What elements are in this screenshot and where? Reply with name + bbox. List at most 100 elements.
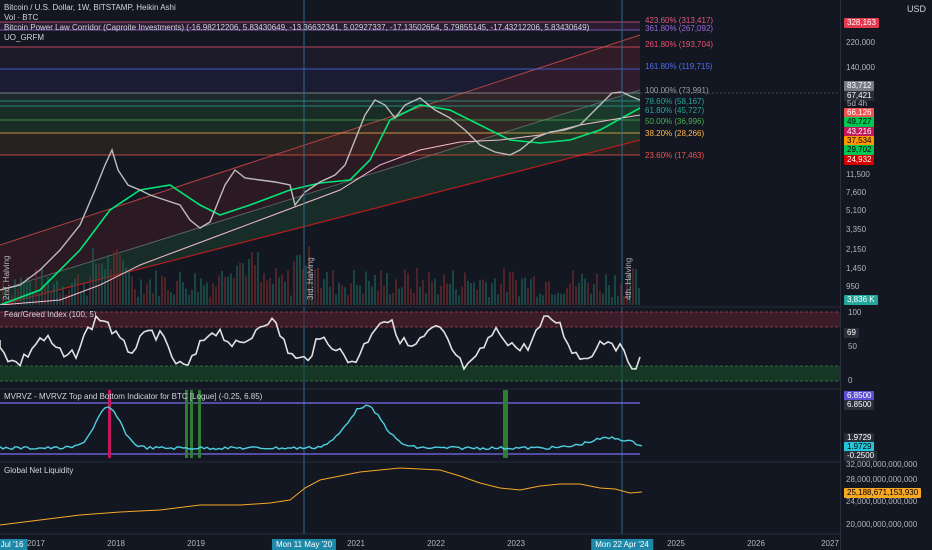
- volume-bar: [584, 278, 586, 305]
- volume-bar: [353, 269, 355, 305]
- volume-bar: [149, 279, 151, 305]
- volume-bar: [323, 279, 325, 305]
- volume-bar: [290, 295, 292, 305]
- volume-bar: [32, 291, 34, 305]
- volume-bar: [302, 268, 304, 305]
- corridor-legend[interactable]: Bitcoin Power Law Corridor (Caproite Inv…: [4, 23, 590, 32]
- halving-label-4th: 4th. Halving: [624, 257, 633, 300]
- vol-legend[interactable]: Vol · BTC: [4, 13, 39, 22]
- volume-bar: [461, 286, 463, 305]
- volume-bar: [263, 273, 265, 305]
- corridor-top-line: [0, 34, 641, 246]
- volume-bar: [581, 273, 583, 305]
- volume-bar: [170, 291, 172, 305]
- volume-bar: [566, 287, 568, 305]
- mvrvz-legend[interactable]: MVRVZ - MVRVZ Top and Bottom Indicator f…: [4, 392, 263, 401]
- volume-bar: [284, 281, 286, 305]
- liq-axis-label: 32,000,000,000,000: [846, 460, 918, 469]
- price-axis-label: 1,450: [846, 264, 867, 273]
- mvrvz-panel: [0, 390, 643, 458]
- volume-bar: [296, 255, 298, 305]
- fib-band-1: [0, 47, 640, 69]
- liquidity-legend[interactable]: Global Net Liquidity: [4, 466, 74, 475]
- main-legend[interactable]: Bitcoin / U.S. Dollar, 1W, BITSTAMP, Hei…: [4, 3, 176, 12]
- volume-bar: [248, 259, 250, 305]
- volume-bar: [407, 273, 409, 305]
- volume-bar: [362, 293, 364, 305]
- volume-bar: [416, 268, 418, 305]
- volume-bar: [320, 287, 322, 305]
- volume-bar: [35, 268, 37, 305]
- volume-bar: [74, 278, 76, 305]
- volume-bar: [578, 283, 580, 305]
- fib-label-4236: 423.60% (313,417): [645, 16, 714, 25]
- volume-bar: [506, 291, 508, 305]
- volume-bar: [611, 296, 613, 305]
- mvrvz-tag: 1.9729: [844, 442, 875, 452]
- volume-bar: [539, 293, 541, 305]
- fib-label-1618: 161.80% (119,715): [645, 62, 713, 71]
- currency-label[interactable]: USD: [906, 4, 926, 14]
- volume-bar: [443, 274, 445, 305]
- price-tag: 49,727: [844, 117, 875, 127]
- price-tag: 328,163: [844, 18, 879, 28]
- volume-bar: [56, 280, 58, 305]
- liquidity-panel: [0, 467, 643, 526]
- volume-bar: [197, 292, 199, 305]
- fib-band-2: [0, 69, 640, 93]
- volume-bar: [344, 287, 346, 305]
- volume-bar: [107, 254, 109, 305]
- volume-bar: [311, 273, 313, 305]
- fib-band-5: [0, 133, 640, 155]
- volume-bar: [188, 295, 190, 305]
- volume-bar: [548, 281, 550, 305]
- volume-bar: [350, 283, 352, 305]
- price-axis-label: 7,600: [846, 188, 867, 197]
- volume-bar: [494, 278, 496, 305]
- volume-bar: [212, 283, 214, 305]
- volume-bar: [155, 270, 157, 305]
- volume-bar: [590, 293, 592, 305]
- volume-bar: [521, 278, 523, 305]
- fear-greed-legend[interactable]: Fear/Greed Index (100, 5): [4, 310, 97, 319]
- corridor-upper-fill: [0, 35, 640, 290]
- volume-bar: [617, 296, 619, 305]
- volume-bar: [110, 268, 112, 305]
- volume-bar: [527, 288, 529, 305]
- volume-bar: [491, 283, 493, 305]
- volume-bar: [413, 293, 415, 305]
- volume-bar: [395, 279, 397, 305]
- volume-bar: [536, 296, 538, 305]
- price-axis-label: 2,150: [846, 245, 867, 254]
- volume-bar: [359, 285, 361, 305]
- volume-bar: [152, 293, 154, 305]
- volume-bar: [44, 284, 46, 305]
- volume-bar: [272, 283, 274, 305]
- fear-greed-line: [0, 314, 641, 371]
- volume-bar: [125, 267, 127, 305]
- volume-bar: [260, 282, 262, 305]
- volume-bar: [464, 272, 466, 305]
- volume-bar: [2, 282, 4, 305]
- volume-bar: [50, 291, 52, 305]
- price-axis-label: 11,500: [846, 170, 870, 179]
- volume-bar: [53, 283, 55, 305]
- volume-bar: [224, 276, 226, 305]
- volume-bar: [425, 293, 427, 305]
- volume-bar: [452, 270, 454, 305]
- volume-bar: [488, 296, 490, 305]
- volume-bar: [119, 254, 121, 305]
- uo-legend[interactable]: UO_GRFM: [4, 33, 44, 42]
- volume-bar: [59, 292, 61, 305]
- moving-average-green: [0, 104, 641, 305]
- volume-bar: [182, 282, 184, 305]
- volume-bar: [14, 279, 16, 305]
- volume-bar: [8, 283, 10, 305]
- volume-bar: [332, 270, 334, 305]
- volume-bar: [185, 288, 187, 305]
- volume-bar: [392, 292, 394, 305]
- volume-bar: [266, 280, 268, 305]
- volume-bar: [95, 263, 97, 305]
- volume-bar: [164, 277, 166, 305]
